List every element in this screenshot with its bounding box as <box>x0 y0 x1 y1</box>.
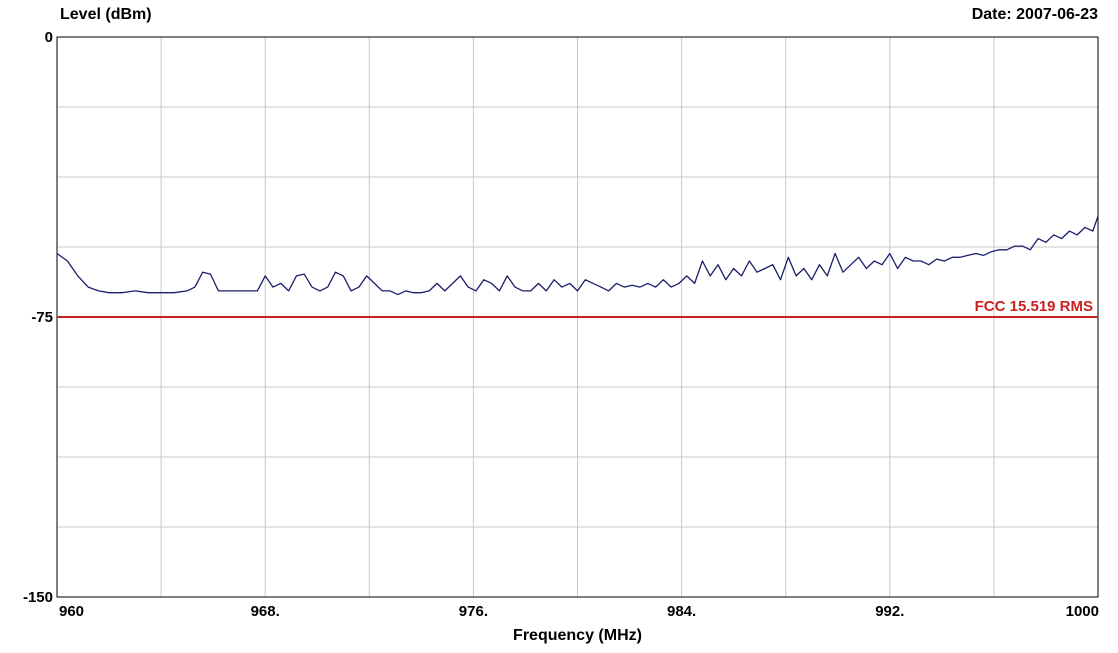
y-axis-title: Level (dBm) <box>60 6 152 23</box>
y-axis: 0 -75 -150 <box>23 29 53 606</box>
y-tick-label: 0 <box>45 29 53 46</box>
x-tick-label: 984. <box>667 603 696 620</box>
limit-line-label: FCC 15.519 RMS <box>975 298 1093 315</box>
x-axis-title: Frequency (MHz) <box>513 627 642 644</box>
x-tick-label: 992. <box>875 603 904 620</box>
date-label: Date: 2007-06-23 <box>972 6 1098 23</box>
spectrum-trace <box>56 215 1099 296</box>
x-tick-label: 968. <box>251 603 280 620</box>
x-axis: 960 968. 976. 984. 992. 1000 <box>59 603 1099 620</box>
series-group <box>56 215 1099 296</box>
y-tick-label: -150 <box>23 589 53 606</box>
x-tick-label: 976. <box>459 603 488 620</box>
reference-lines: FCC 15.519 RMS <box>57 298 1098 318</box>
y-tick-label: -75 <box>31 309 53 326</box>
x-tick-label: 1000 <box>1066 603 1099 620</box>
x-tick-label: 960 <box>59 603 84 620</box>
